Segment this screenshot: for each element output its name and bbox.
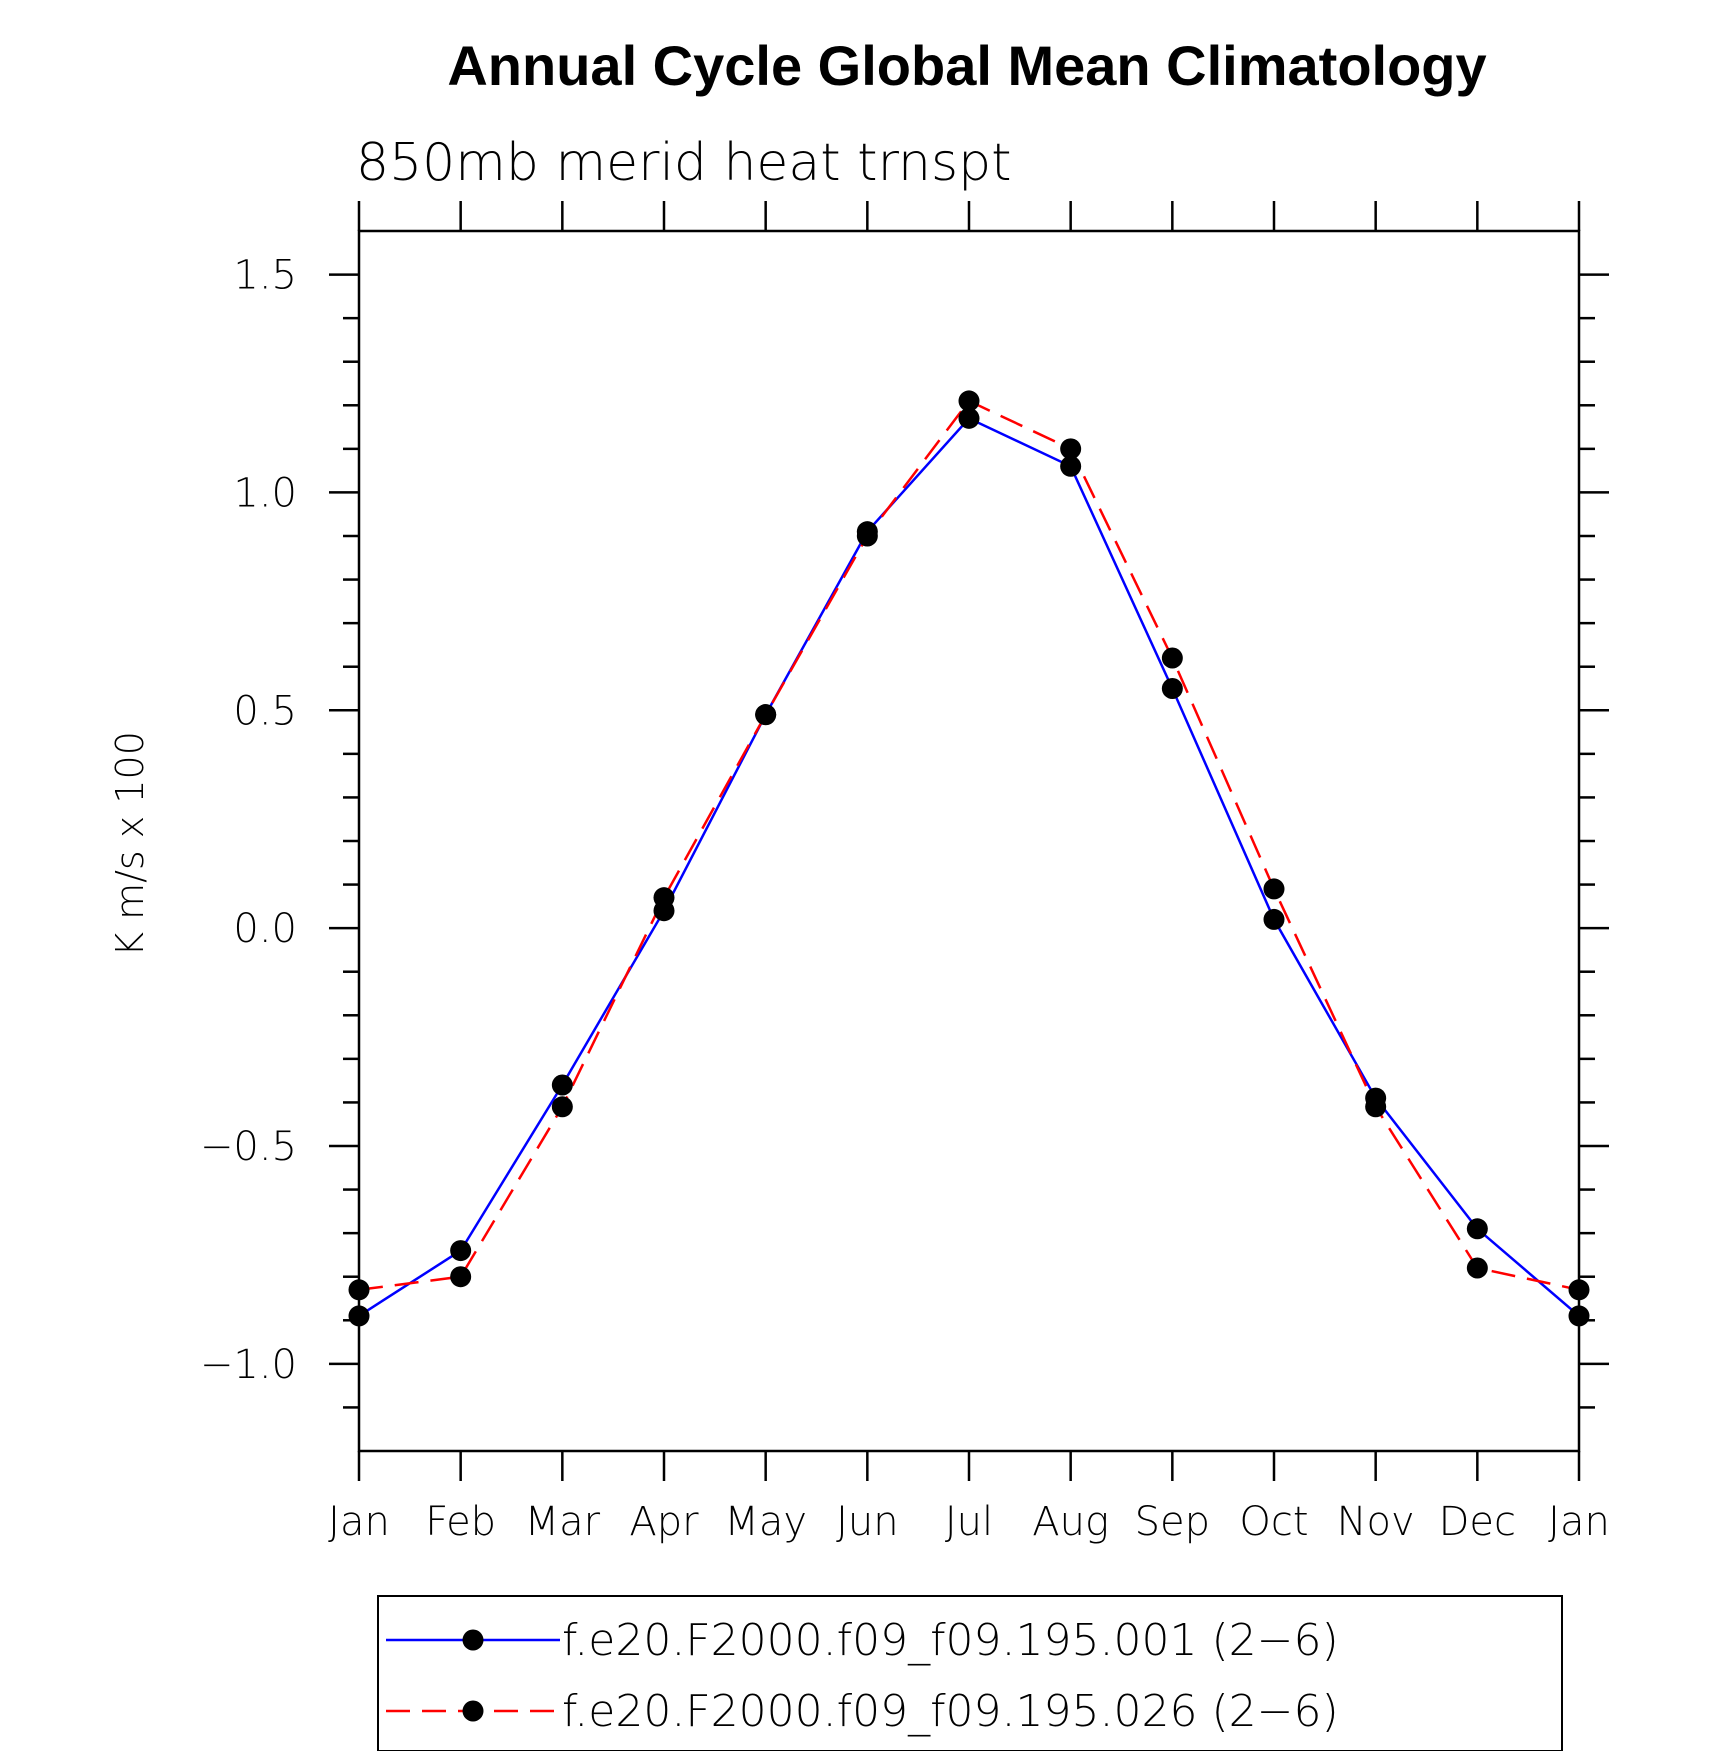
x-tick-label: Aug [1032,1499,1109,1545]
x-tick-label: Feb [425,1499,496,1545]
chart-title: Annual Cycle Global Mean Climatology [447,34,1486,97]
x-tick-label: Sep [1135,1499,1210,1545]
series-1-point [551,1074,573,1096]
series-2-point [450,1266,472,1288]
x-tick-label: Jan [328,1499,390,1545]
x-tick-label: May [724,1499,807,1545]
series-1-point [1263,908,1285,930]
series-2-point [755,704,777,726]
series-1-point [1060,455,1082,477]
legend-marker-2 [462,1700,484,1722]
series-2-point [1060,438,1082,460]
series-2-point [1568,1279,1590,1301]
y-tick-label: −0.5 [200,1124,297,1170]
legend-marker-1 [462,1629,484,1651]
y-axis-label: K m/s x 100 [108,731,152,957]
x-tick-label: Mar [525,1499,601,1545]
series-2-point [653,887,675,909]
series-2-point [1365,1096,1387,1118]
x-tick-label: Jan [1548,1499,1610,1545]
series-line-1 [358,416,1580,1317]
y-tick-label: 0.5 [233,688,297,734]
x-tick-label: Jul [945,1499,993,1545]
legend-box [377,1595,1563,1751]
x-tick-label: Oct [1239,1499,1308,1545]
y-tick-label: 0.0 [233,906,297,952]
x-tick-label: Apr [629,1499,699,1545]
series-2-point [551,1096,573,1118]
series-2-point [958,390,980,412]
legend-label-2: f.e20.F2000.f09_f09.195.026 (2−6) [562,1686,1339,1737]
y-tick-label: 1.5 [233,253,297,299]
x-tick-label: Nov [1337,1499,1415,1545]
chart-subtitle: 850mb merid heat trnspt [356,133,1011,193]
series-line-2 [358,399,1580,1292]
y-tick-label: 1.0 [233,470,297,516]
series-1-point [348,1305,370,1327]
legend: f.e20.F2000.f09_f09.195.001 (2−6) f.e20.F… [377,1595,1563,1751]
series-1-point [958,407,980,429]
plot-area: Jan Feb Mar Apr May Jun Jul Aug Sep Oct Nov Dec Jan −… [200,201,1610,1545]
x-tick-label: Jun [836,1499,899,1545]
legend-label-1: f.e20.F2000.f09_f09.195.001 (2−6) [562,1615,1339,1666]
series-1-point [1466,1218,1488,1240]
series-2-point [856,525,878,547]
series-1-point [1161,678,1183,699]
series-2-point [348,1279,370,1301]
series-1-point [450,1240,472,1262]
series-1-point [1568,1305,1590,1327]
x-tick-label: Dec [1439,1499,1516,1545]
series-2-point [1263,878,1285,900]
series-2-point [1466,1257,1488,1279]
series-2-point [1161,647,1183,669]
y-tick-label: −1.0 [200,1342,297,1388]
